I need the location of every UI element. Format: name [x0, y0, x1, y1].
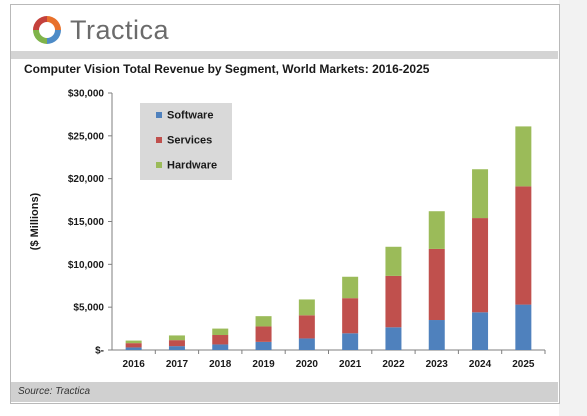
bar-software-2019 [255, 341, 272, 350]
bar-hardware-2024 [472, 169, 489, 219]
bar-hardware-2016 [125, 340, 142, 344]
bar-software-2024 [472, 312, 489, 350]
y-tick-label: $- [95, 346, 104, 357]
bar-software-2025 [515, 304, 532, 350]
bar-services-2016 [125, 343, 142, 348]
tractica-logo-icon [33, 16, 61, 44]
bar-software-2020 [298, 338, 315, 350]
source-note: Source: Tractica [18, 386, 91, 397]
bar-services-2025 [515, 186, 532, 305]
legend-label-services: Services [167, 135, 212, 147]
x-tick-label: 2025 [512, 359, 535, 370]
bar-services-2019 [255, 326, 272, 342]
bar-hardware-2021 [342, 276, 359, 299]
title-divider [11, 51, 558, 59]
bar-services-2022 [385, 275, 402, 328]
y-tick-label: $25,000 [68, 131, 105, 142]
x-tick-label: 2021 [339, 359, 362, 370]
window-edge-strip [559, 0, 587, 416]
x-tick-label: 2017 [166, 359, 189, 370]
bar-services-2021 [342, 298, 359, 334]
source-bar [11, 382, 558, 402]
bar-hardware-2017 [168, 335, 185, 341]
bar-services-2020 [298, 315, 315, 339]
chart-title: Computer Vision Total Revenue by Segment… [24, 62, 430, 76]
y-tick-label: $20,000 [68, 174, 105, 185]
bar-services-2024 [472, 218, 489, 313]
x-tick-label: 2023 [426, 359, 449, 370]
bar-services-2018 [212, 335, 229, 345]
brand-name: Tractica [70, 14, 170, 45]
x-tick-label: 2018 [209, 359, 232, 370]
legend-swatch-software [156, 112, 162, 118]
brand-logo: Tractica [30, 12, 169, 48]
legend-label-hardware: Hardware [167, 160, 217, 172]
bar-software-2018 [212, 344, 229, 350]
bar-software-2017 [168, 346, 185, 350]
bar-hardware-2020 [298, 299, 315, 316]
bar-hardware-2018 [212, 328, 229, 336]
bar-services-2017 [168, 340, 185, 347]
x-tick-label: 2016 [123, 359, 146, 370]
legend-swatch-services [156, 137, 162, 143]
bar-software-2022 [385, 327, 402, 350]
y-tick-label: $30,000 [68, 89, 105, 100]
bar-hardware-2023 [428, 211, 445, 249]
x-tick-label: 2020 [296, 359, 319, 370]
chart-frame [10, 4, 560, 404]
legend-swatch-hardware [156, 162, 162, 168]
y-axis-label: ($ Millions) [29, 192, 41, 250]
legend-box [140, 103, 232, 180]
x-tick-label: 2022 [382, 359, 405, 370]
x-tick-label: 2019 [252, 359, 275, 370]
x-tick-label: 2024 [469, 359, 492, 370]
legend-label-software: Software [167, 110, 213, 122]
bar-software-2023 [428, 320, 445, 350]
bar-software-2016 [125, 347, 142, 350]
y-tick-label: $15,000 [68, 217, 105, 228]
bar-hardware-2022 [385, 246, 402, 276]
bar-software-2021 [342, 333, 359, 350]
bar-services-2023 [428, 248, 445, 321]
y-tick-label: $5,000 [73, 303, 104, 314]
y-tick-label: $10,000 [68, 260, 105, 271]
bar-hardware-2019 [255, 316, 272, 327]
bar-hardware-2025 [515, 126, 532, 187]
